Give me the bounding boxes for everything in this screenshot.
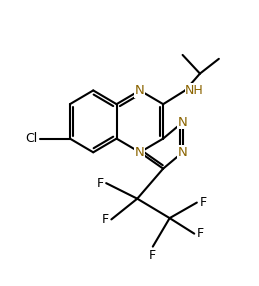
Text: F: F	[96, 177, 104, 190]
Text: NH: NH	[185, 84, 204, 97]
Text: N: N	[178, 146, 188, 159]
Text: N: N	[178, 116, 188, 129]
Text: N: N	[135, 84, 145, 97]
Text: F: F	[199, 196, 207, 209]
Text: F: F	[102, 213, 109, 226]
Text: F: F	[149, 249, 156, 262]
Text: F: F	[197, 227, 204, 240]
Text: N: N	[135, 146, 145, 159]
Text: Cl: Cl	[25, 132, 38, 145]
